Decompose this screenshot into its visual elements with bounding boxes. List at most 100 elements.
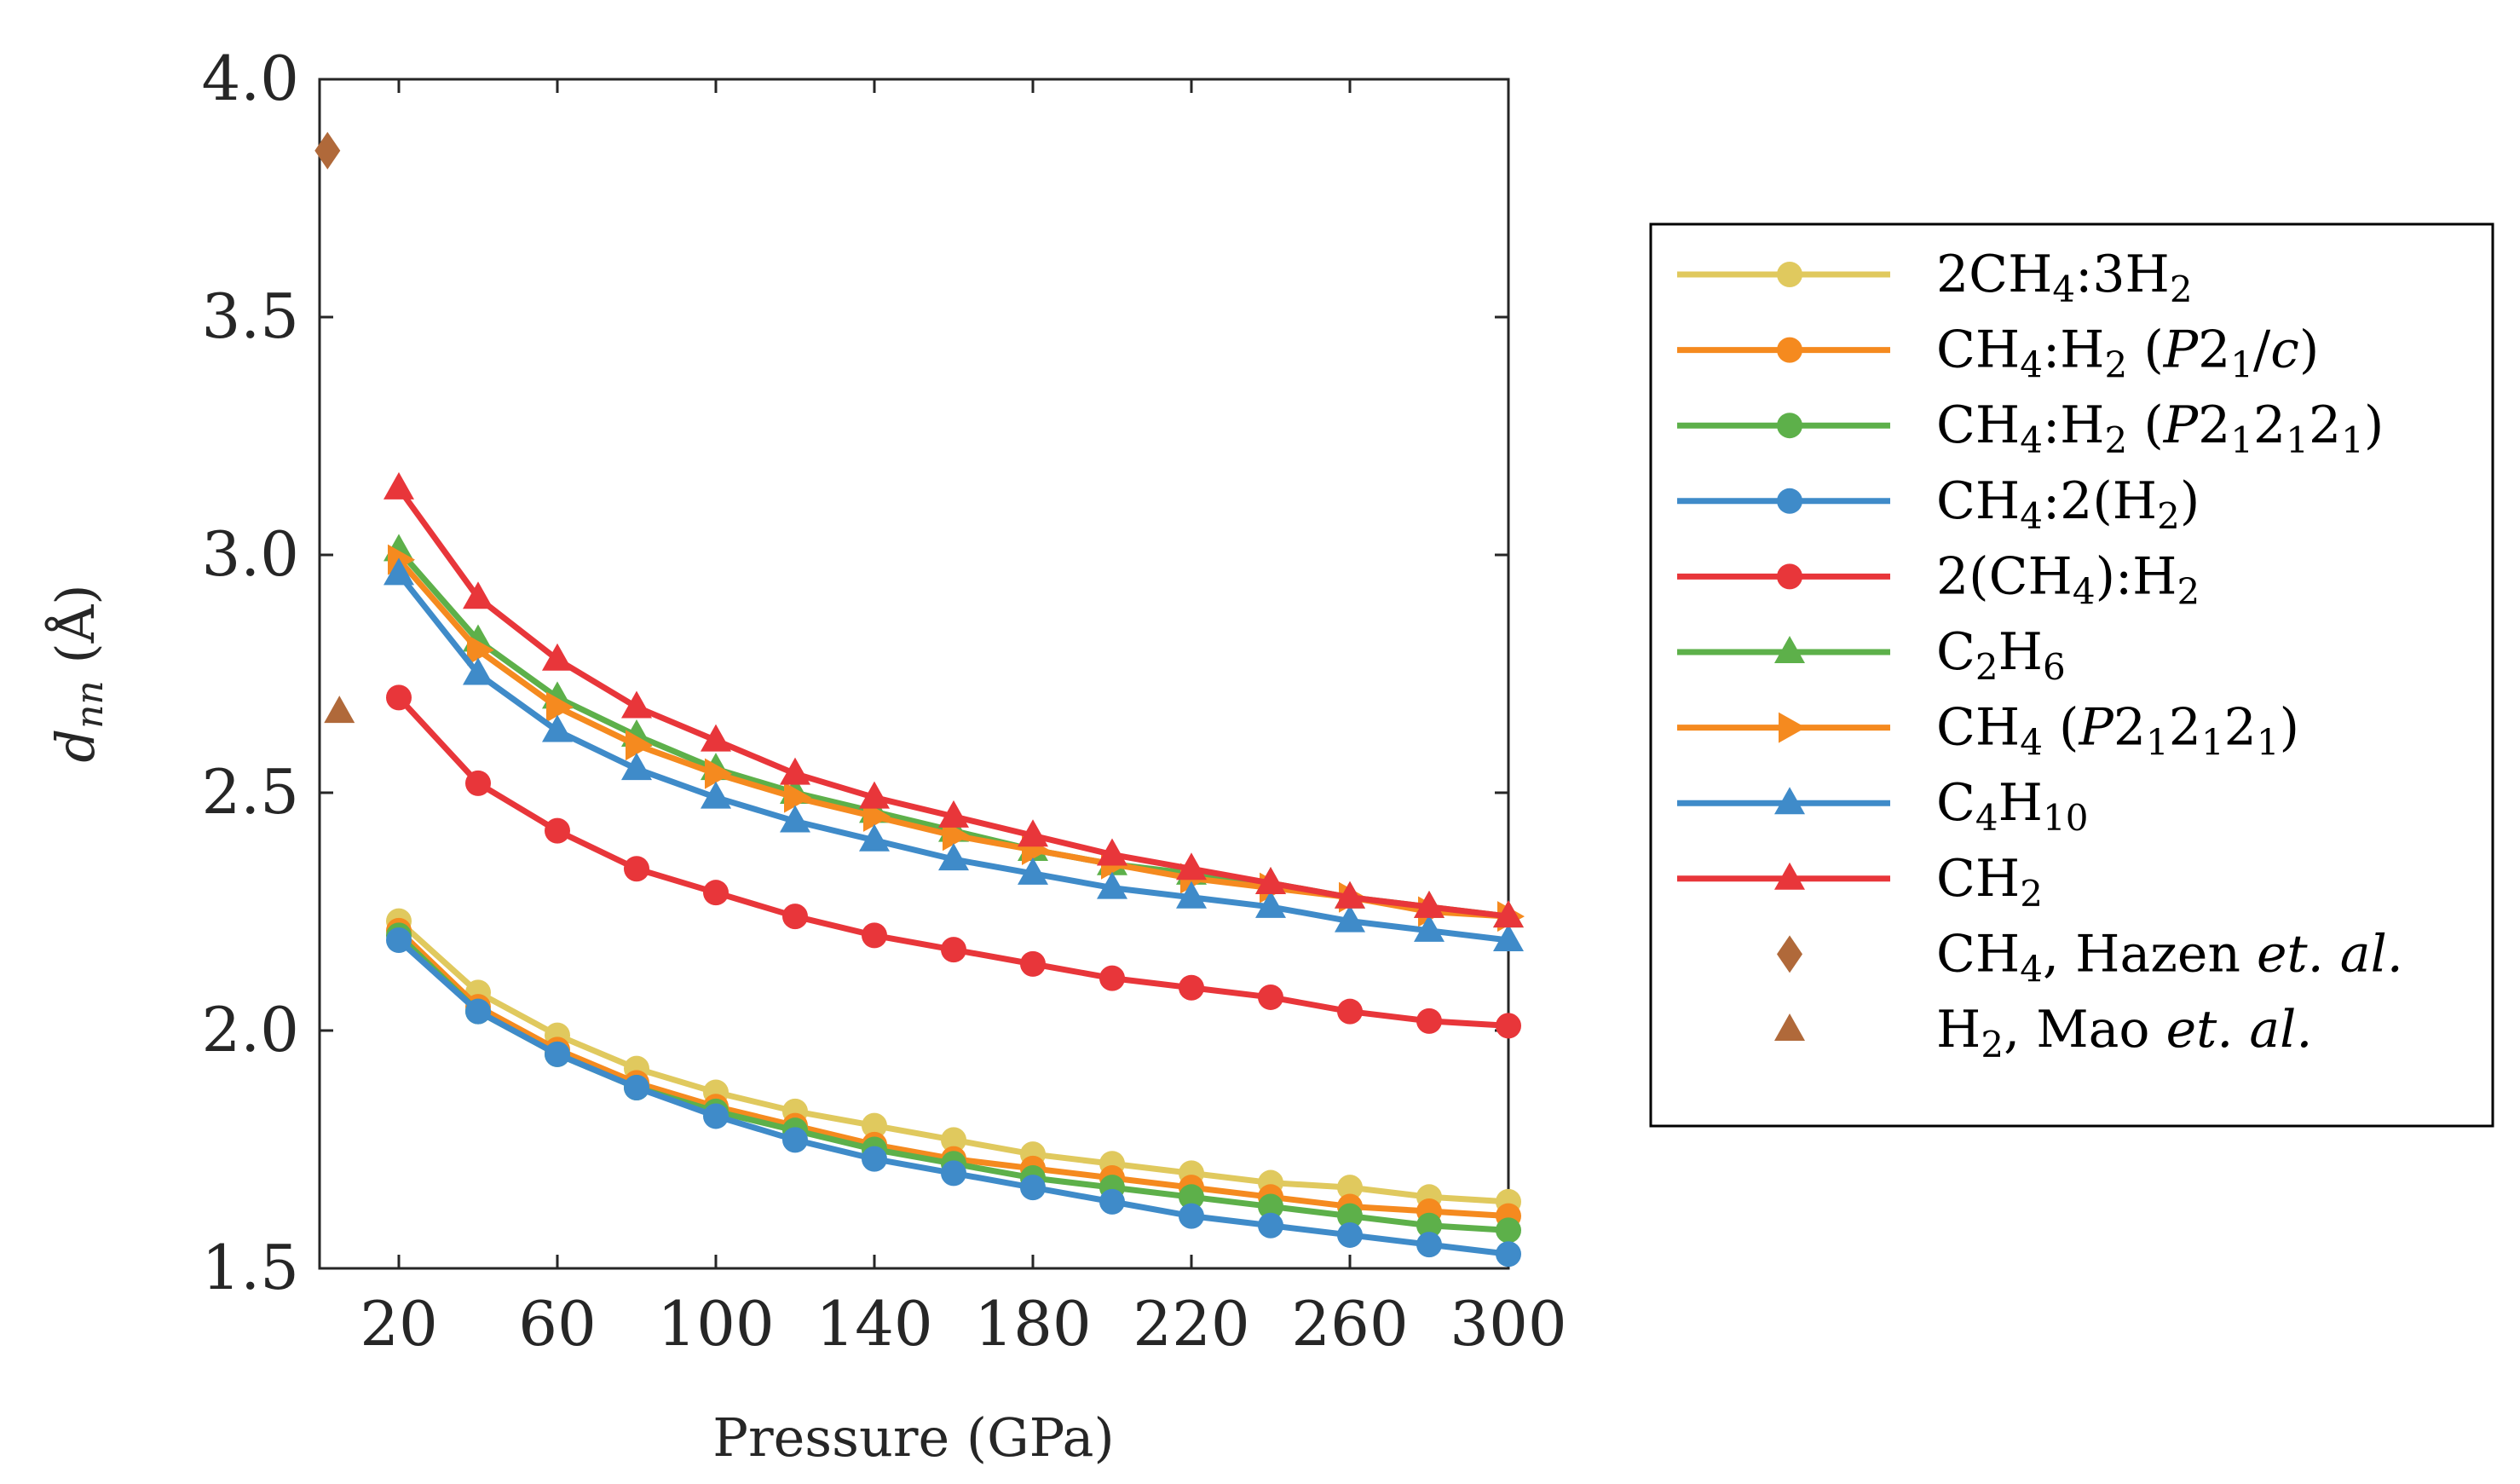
legend-label: CH2 <box>1936 849 2043 915</box>
data-point <box>1337 1175 1363 1201</box>
data-point <box>1337 998 1363 1025</box>
data-point <box>542 714 573 742</box>
data-point <box>943 820 970 852</box>
data-point <box>701 724 731 752</box>
legend-item: 2CH4:3H2 <box>1677 245 2193 310</box>
data-point <box>542 643 573 671</box>
data-point <box>624 856 649 882</box>
legend-item: C4H10 <box>1677 773 2088 839</box>
data-point <box>383 557 414 586</box>
data-point <box>1020 1175 1046 1201</box>
x-tick-label: 100 <box>657 1288 774 1360</box>
data-point <box>1416 1008 1442 1034</box>
y-tick-label: 3.5 <box>201 280 299 352</box>
legend-label: H2, Mao et. al. <box>1936 1000 2312 1065</box>
x-tick-label: 140 <box>816 1288 932 1360</box>
data-point <box>1258 984 1283 1010</box>
data-point <box>1018 857 1048 885</box>
data-point <box>1414 890 1445 918</box>
data-point <box>1496 1241 1521 1267</box>
y-tick-label: 2.0 <box>201 994 299 1065</box>
data-point <box>859 781 890 809</box>
data-point <box>467 634 494 666</box>
data-point <box>862 922 887 949</box>
legend-label: CH4, Hazen et. al. <box>1936 924 2403 990</box>
legend-marker <box>1777 337 1802 363</box>
legend-marker <box>1777 563 1802 590</box>
series-2-ch4-h2 <box>386 684 1521 1039</box>
legend-label: CH4:H2 (P212121) <box>1936 396 2384 461</box>
data-point <box>1179 1203 1204 1229</box>
data-point <box>1496 1013 1521 1039</box>
data-point <box>624 1074 649 1100</box>
data-point <box>1099 1188 1125 1215</box>
data-point <box>1414 914 1445 942</box>
legend-marker <box>1774 862 1805 890</box>
legend-label: C4H10 <box>1936 773 2088 839</box>
data-point <box>938 800 969 828</box>
legend-item: CH4 (P212121) <box>1677 698 2299 764</box>
data-point <box>386 927 412 953</box>
data-point <box>1097 838 1127 866</box>
data-point <box>1097 871 1127 899</box>
data-point <box>703 880 729 906</box>
data-point <box>465 770 491 796</box>
data-point <box>1258 1193 1283 1220</box>
legend-marker <box>1777 935 1802 973</box>
x-tick-label: 220 <box>1133 1288 1249 1360</box>
data-point <box>780 757 810 785</box>
data-point <box>941 937 966 963</box>
data-point <box>1493 923 1524 951</box>
data-point <box>703 1103 729 1129</box>
y-axis-title-main: d <box>44 729 107 763</box>
data-point <box>1416 1232 1442 1258</box>
legend-box <box>1649 222 2494 1128</box>
x-tick-label: 300 <box>1450 1288 1566 1360</box>
legend: 2CH4:3H2 CH4:H2 (P21/c) CH4:H2 (P212121) CH… <box>1649 222 2494 1128</box>
data-point <box>621 690 652 719</box>
data-point <box>782 1127 808 1153</box>
legend-marker <box>1779 712 1806 743</box>
x-axis-title: Pressure (GPa) <box>712 1406 1114 1469</box>
legend-marker <box>1774 1013 1805 1041</box>
data-point <box>383 471 414 499</box>
data-point <box>1255 890 1286 918</box>
legend-item: C2H6 <box>1677 622 2066 688</box>
legend-item: 2(CH4):H2 <box>1677 546 2200 612</box>
data-point <box>1099 965 1125 991</box>
data-point <box>1496 1217 1521 1244</box>
experimental-point <box>324 696 355 724</box>
data-point <box>859 823 890 852</box>
y-tick-label: 4.0 <box>201 43 299 114</box>
data-point <box>545 1041 570 1067</box>
x-tick-label: 20 <box>360 1288 438 1360</box>
data-point <box>546 691 574 723</box>
data-point <box>1018 819 1048 847</box>
data-point <box>1179 974 1204 1001</box>
legend-label: CH4:2(H2) <box>1936 471 2200 537</box>
legend-label: CH4 (P212121) <box>1936 698 2299 764</box>
data-point <box>862 1146 887 1172</box>
x-tick-label: 180 <box>974 1288 1091 1360</box>
legend-marker <box>1777 262 1802 287</box>
data-point <box>701 781 731 809</box>
series-ch2 <box>383 471 1524 928</box>
legend-item: CH4:2(H2) <box>1677 471 2200 537</box>
y-tick-label: 1.5 <box>201 1232 299 1303</box>
data-point <box>938 843 969 871</box>
series-c4h10 <box>383 557 1524 951</box>
data-point <box>1337 1203 1363 1229</box>
data-point <box>386 684 412 711</box>
data-point <box>463 657 493 685</box>
legend-marker <box>1777 413 1802 439</box>
data-point <box>1258 1212 1283 1239</box>
x-tick-label: 60 <box>518 1288 597 1360</box>
data-point <box>1337 1221 1363 1248</box>
legend-item: H2, Mao et. al. <box>1774 1000 2312 1065</box>
data-point <box>1335 904 1365 933</box>
y-axis-title: dnn (Å) <box>44 584 112 762</box>
data-point <box>1176 881 1207 909</box>
legend-item: CH4:H2 (P21/c) <box>1677 320 2319 386</box>
plot-area: 1.5 2.0 2.5 3.0 3.5 4.0 20 60 100 140 180 220 260 30… <box>201 43 1566 1360</box>
x-tick-label: 260 <box>1291 1288 1408 1360</box>
